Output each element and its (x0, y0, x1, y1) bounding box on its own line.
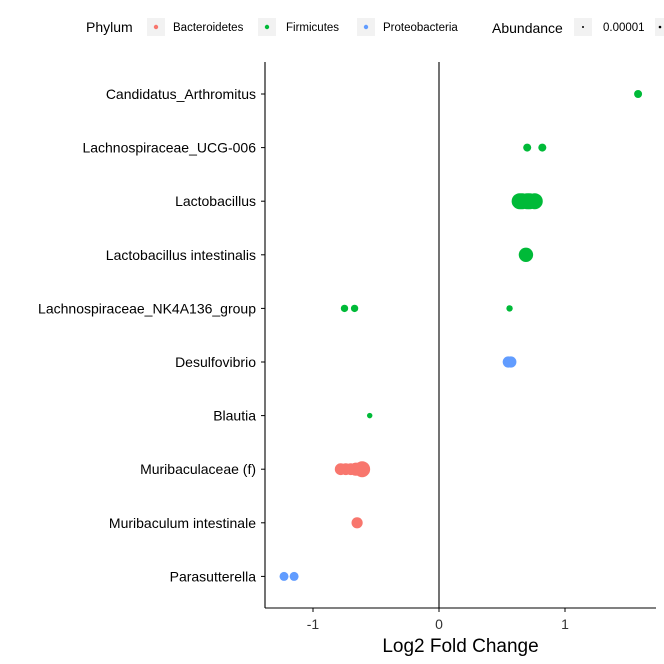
legend-label-proteobacteria: Proteobacteria (383, 22, 458, 34)
y-tick-label-lachnospiraceae-nk4a136-group: Lachnospiraceae_NK4A136_group (38, 300, 256, 316)
legend-title-abundance: Abundance (492, 20, 563, 36)
data-point-parasutterella (279, 571, 289, 581)
legend-label-firmicutes: Firmicutes (286, 22, 339, 34)
legend-swatch-proteobacteria (363, 24, 369, 30)
data-point-lachnospiraceae-ucg-006 (523, 143, 532, 152)
data-point-blautia (366, 412, 373, 419)
y-tick-label-lactobacillus: Lactobacillus (175, 193, 256, 209)
data-point-lachnospiraceae-nk4a136-group (350, 304, 359, 313)
data-point-candidatus-arthromitus (634, 90, 643, 98)
legend-title-phylum: Phylum (86, 19, 133, 35)
data-point-lactobacillus (526, 193, 543, 210)
legend-label-bacteroidetes: Bacteroidetes (173, 22, 244, 34)
data-point-muribaculum-intestinale (351, 517, 363, 529)
legend-size-dot (582, 26, 584, 28)
y-tick-label-muribaculaceae-f: Muribaculaceae (f) (140, 461, 256, 477)
y-tick-label-blautia: Blautia (213, 408, 256, 424)
x-tick-label-1: 1 (561, 616, 569, 632)
data-point-lachnospiraceae-nk4a136-group (506, 305, 513, 312)
y-tick-label-desulfovibrio: Desulfovibrio (175, 354, 256, 370)
data-point-lactobacillus-intestinalis (518, 247, 534, 262)
data-point-lachnospiraceae-nk4a136-group (340, 304, 349, 313)
legend-size-label: 0.00001 (603, 22, 645, 34)
y-tick-label-lachnospiraceae-ucg-006: Lachnospiraceae_UCG-006 (82, 140, 256, 156)
legend-swatch-firmicutes (264, 24, 270, 30)
data-point-lachnospiraceae-ucg-006 (538, 143, 547, 152)
x-tick-label-1: -1 (307, 616, 320, 632)
legend-swatch-bacteroidetes (153, 24, 159, 30)
y-tick-label-parasutterella: Parasutterella (170, 568, 257, 584)
legend-size-dot-2 (658, 25, 662, 29)
data-point-desulfovibrio (505, 356, 517, 368)
y-tick-label-muribaculum-intestinale: Muribaculum intestinale (109, 515, 256, 531)
x-tick-label-0: 0 (435, 616, 443, 632)
x-axis-title: Log2 Fold Change (382, 636, 538, 657)
data-point-muribaculaceae-f (354, 461, 371, 478)
y-tick-label-lactobacillus-intestinalis: Lactobacillus intestinalis (106, 247, 256, 263)
data-point-parasutterella (289, 571, 299, 581)
y-tick-label-candidatus-arthromitus: Candidatus_Arthromitus (106, 86, 256, 102)
